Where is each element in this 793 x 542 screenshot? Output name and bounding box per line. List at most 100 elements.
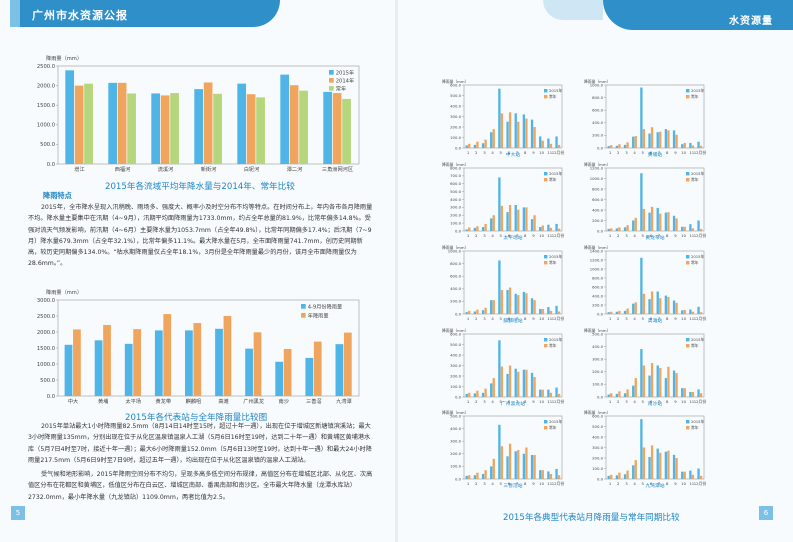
- mini1-bar: [522, 114, 526, 148]
- mini6-xtick-label: 4: [633, 316, 636, 321]
- page-gutter: [395, 0, 398, 542]
- mini3-bar: [506, 212, 509, 231]
- station-bar: [335, 344, 344, 396]
- mini2-legend-swatch: [686, 95, 690, 99]
- mini3-xtick-label: 11: [547, 233, 552, 238]
- mini8-ylabel: 降雨量（mm）: [584, 328, 610, 333]
- mini10-bar: [640, 419, 643, 479]
- basin-bar: [323, 91, 333, 164]
- mini7-title: 广州黑龙站: [501, 400, 525, 406]
- station-bar: [275, 361, 284, 396]
- mini3-bar: [468, 227, 471, 231]
- mini10-legend-swatch: [686, 426, 690, 430]
- mini5-xtick-label: 8: [524, 316, 527, 321]
- mini6-bar: [675, 302, 678, 314]
- mini3-bar: [481, 227, 485, 231]
- mini8-bar: [650, 362, 654, 397]
- station-bar: [103, 324, 111, 396]
- rainfall-paragraph-3-text: 受气候和地形影响，2015年降雨空间分布不均匀，呈现多高多低空间分布规律，高值区…: [28, 471, 373, 501]
- mini8-legend-label: 常年: [691, 343, 699, 348]
- mini5-bar: [506, 290, 509, 314]
- mini6-xtick-label: 11: [689, 316, 694, 321]
- mini3-bar: [508, 205, 512, 231]
- station-ytick-label: 1500.0: [37, 346, 55, 352]
- right-header-title: 水资源量: [729, 16, 773, 27]
- mini7-xtick-label: 12月份: [552, 399, 565, 404]
- mini10-bar: [659, 452, 662, 479]
- mini9-ytick-label: 100.0: [450, 464, 461, 469]
- mini1-bar: [517, 121, 520, 148]
- mini5-bar: [539, 308, 542, 314]
- mini2-ylabel: 降雨量（mm）: [584, 79, 610, 84]
- basin-bar: [194, 89, 204, 164]
- mini1-bar: [490, 132, 493, 148]
- mini8-plot-frame: [605, 333, 705, 398]
- mini2-bar: [664, 129, 668, 148]
- mini8-bar: [632, 385, 635, 397]
- basin-bar: [256, 97, 265, 164]
- mini9-xtick-label: 10: [539, 481, 544, 486]
- mini2-xtick-label: 8: [666, 150, 669, 155]
- mini10-xtick-label: 3: [625, 481, 628, 486]
- mini7-bar: [522, 369, 526, 397]
- mini8-title: 南沙站: [648, 400, 663, 406]
- mini5-legend-label: 2015年: [549, 254, 563, 259]
- mini1-bar: [498, 88, 501, 148]
- mini5-bar: [533, 300, 536, 314]
- mini4-bar: [667, 212, 670, 231]
- basin-legend-swatch: [329, 86, 334, 91]
- mini9-bar: [498, 424, 501, 479]
- mini7-plot-frame: [463, 333, 563, 398]
- mini8-xtick-label: 7: [658, 399, 661, 404]
- mini6-legend-swatch: [686, 261, 690, 265]
- mini7-legend-swatch: [544, 338, 548, 342]
- mini10-xtick-label: 12月份: [694, 481, 707, 486]
- mini3-legend-label: 2015年: [549, 171, 563, 176]
- mini1-xtick-label: 12月份: [552, 150, 565, 155]
- mini4-xtick-label: 10: [681, 233, 686, 238]
- mini4-ylabel: 降雨量（mm）: [584, 162, 610, 167]
- mini9-ytick-label: 500.0: [450, 413, 461, 418]
- basin-bar: [280, 74, 290, 164]
- mini6-bar: [656, 291, 659, 314]
- basin-ytick-label: 1500.0: [37, 103, 55, 109]
- mini9-xtick-label: 12月份: [552, 481, 565, 486]
- mini6-xtick-label: 9: [674, 316, 677, 321]
- mini2-bar: [626, 142, 629, 148]
- mini3-xtick-label: 1: [467, 233, 470, 238]
- mini7-ytick-label: 500.0: [450, 342, 461, 347]
- mini1-bar: [484, 139, 487, 148]
- mini5-bar: [484, 307, 487, 314]
- mini2-ytick-label: 200.0: [592, 133, 603, 138]
- mini4-ytick-label: 200.0: [592, 218, 603, 223]
- mini10-ytick-label: 300.0: [592, 445, 603, 450]
- mini10-ytick-label: 500.0: [592, 424, 603, 429]
- station-xtick-label: 黄埔: [98, 397, 108, 405]
- basin-ytick-label: 500.0: [40, 142, 55, 148]
- station-bar: [163, 314, 172, 396]
- mini8-bar: [667, 366, 670, 397]
- mini6-ytick-label: 1400.0: [590, 248, 604, 253]
- mini8-xtick-label: 5: [642, 399, 645, 404]
- station-bar: [124, 343, 133, 396]
- mini9-xtick-label: 6: [508, 481, 511, 486]
- mini6-xtick-label: 1: [609, 316, 612, 321]
- station-xtick-label: 黄龙带: [156, 397, 172, 405]
- mini2-bar: [623, 144, 627, 148]
- mini8-xtick-label: 1: [609, 399, 612, 404]
- mini9-legend-label: 常年: [549, 425, 557, 430]
- mini3-bar: [514, 205, 517, 231]
- mini9-legend-label: 2015年: [549, 419, 563, 424]
- mini1-xtick-label: 11: [547, 150, 552, 155]
- mini6-bar: [650, 291, 654, 314]
- basin-legend-swatch: [329, 78, 334, 83]
- monthly-chart-6: 0.0 200.0 400.0 600.0 800.0 1000.0 1200.0 1400.…: [584, 245, 706, 323]
- mini5-ytick-label: 800.0: [450, 261, 461, 266]
- mini2-bar: [659, 131, 662, 148]
- mini2-bar: [607, 146, 610, 148]
- mini8-xtick-label: 2: [617, 399, 620, 404]
- mini8-bar: [699, 393, 703, 397]
- mini4-plot-frame: [605, 167, 705, 232]
- mini5-xtick-label: 5: [500, 316, 503, 321]
